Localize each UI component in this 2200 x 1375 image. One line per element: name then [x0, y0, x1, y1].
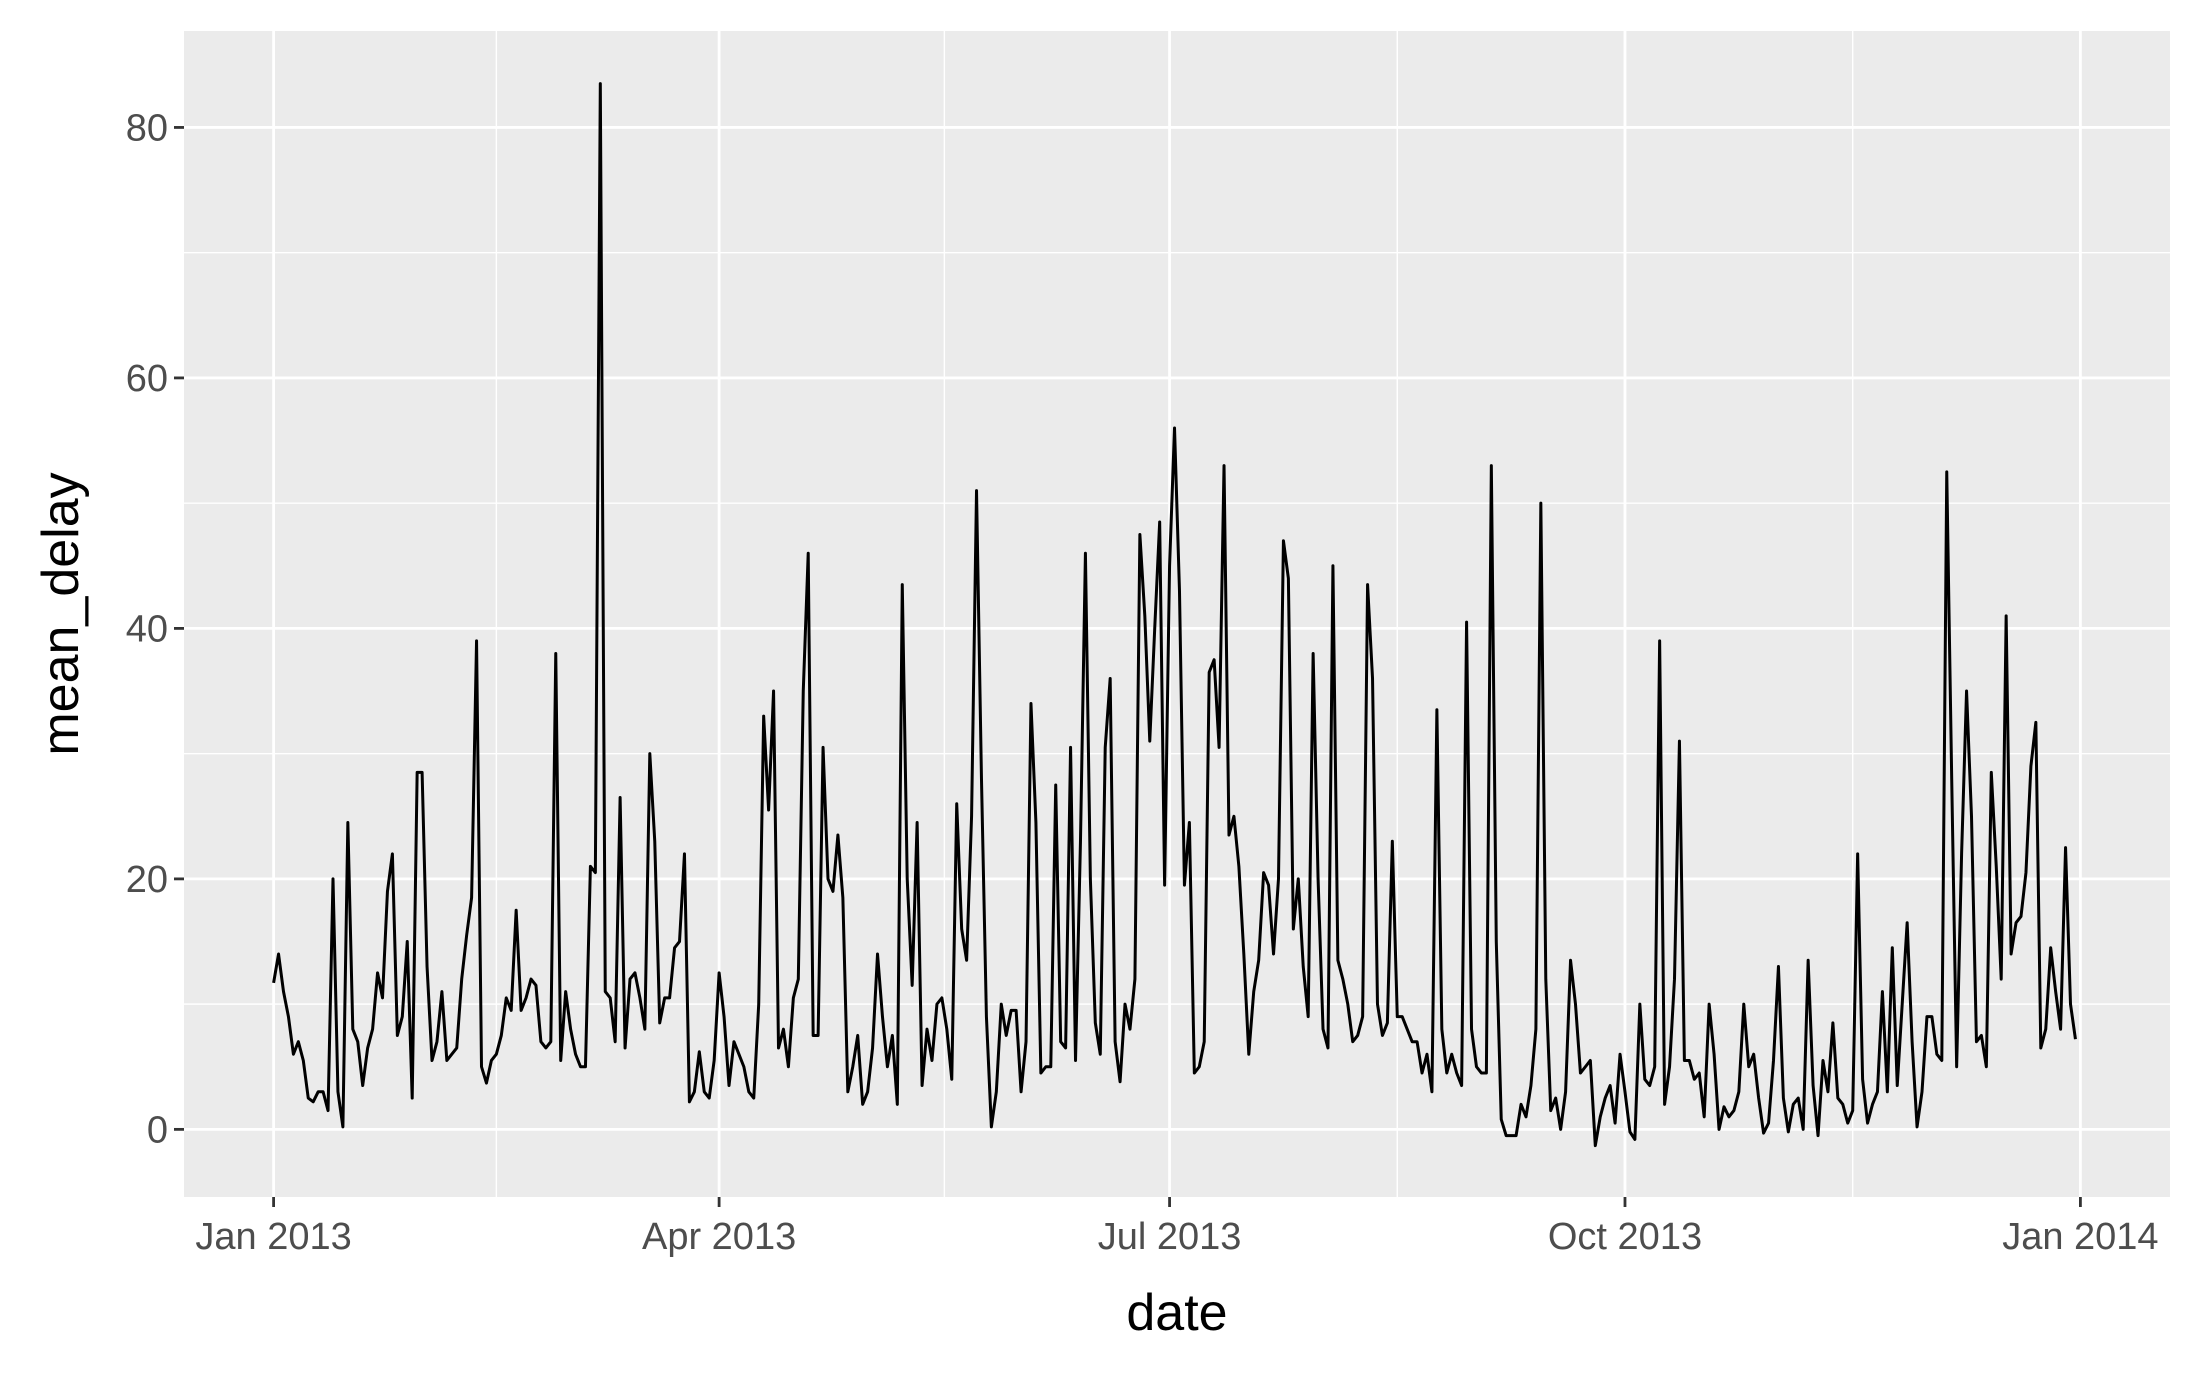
- plot-lines: [272, 82, 2077, 1148]
- x-tick-label: Oct 2013: [1548, 1216, 1702, 1258]
- y-tick-label: 40: [126, 608, 168, 650]
- grid: [184, 31, 2170, 1197]
- y-tick-label: 20: [126, 859, 168, 901]
- panel: [184, 31, 2170, 1197]
- x-tick-label: Jan 2013: [195, 1216, 351, 1258]
- x-tick-label: Jan 2014: [2002, 1216, 2158, 1258]
- data-line: [272, 82, 2077, 1148]
- y-tick-label: 60: [126, 358, 168, 400]
- x-axis-title: date: [1126, 1284, 1227, 1342]
- y-axis-title: mean_delay: [32, 472, 90, 755]
- y-tick-label: 80: [126, 107, 168, 149]
- y-tick-label: 0: [147, 1109, 168, 1151]
- x-tick-label: Jul 2013: [1098, 1216, 1242, 1258]
- axes: 0 20 40 60 80 Jan 2013 Apr 2013 Jul 2013 Oct 201…: [126, 107, 2159, 1258]
- x-tick-label: Apr 2013: [642, 1216, 796, 1258]
